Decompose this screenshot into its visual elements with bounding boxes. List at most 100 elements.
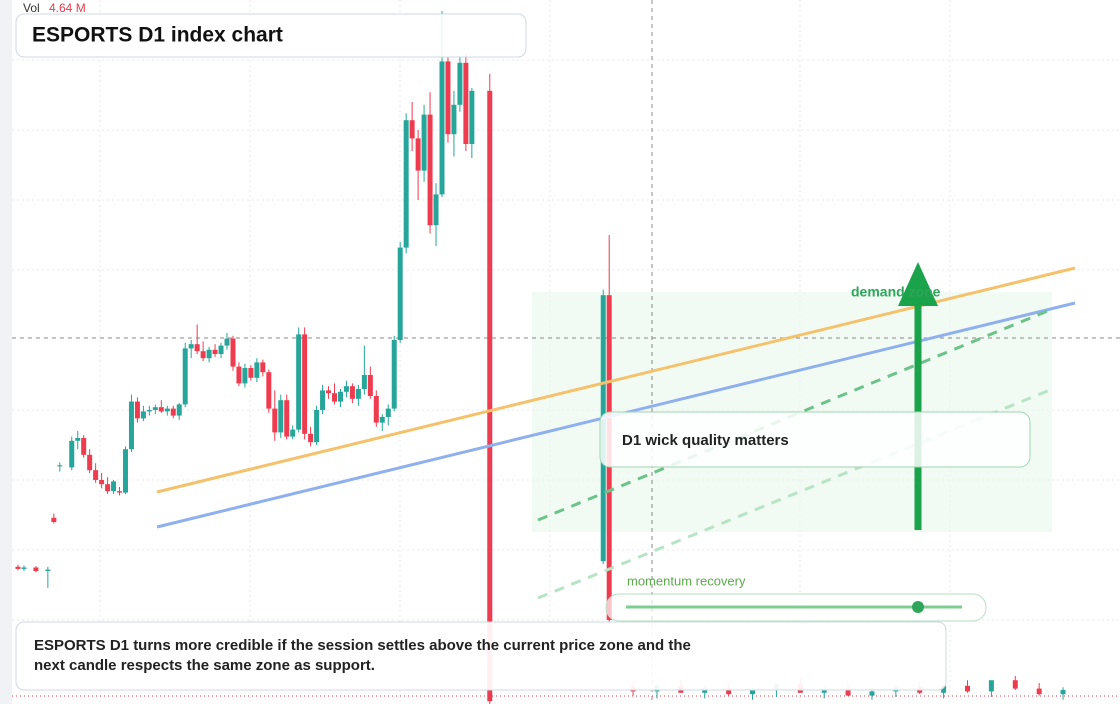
candle-body (15, 566, 21, 569)
candle-body (845, 688, 851, 696)
candle-body (212, 349, 218, 354)
left-edge (0, 0, 12, 704)
candle-body (1012, 680, 1018, 689)
callout-box (599, 411, 1031, 468)
candle-body (379, 417, 385, 423)
candle-body (182, 348, 188, 405)
candle-body (105, 484, 111, 492)
candle-body (941, 685, 947, 693)
candle-body (337, 391, 343, 402)
candle-body (200, 351, 206, 359)
candle-body (128, 401, 134, 450)
candle-body (272, 408, 278, 433)
candle-body (750, 690, 756, 695)
candle-body (21, 567, 27, 569)
candle-body (158, 407, 164, 412)
candle-body (409, 120, 415, 139)
candle-body (230, 338, 236, 367)
candle-body (314, 410, 320, 443)
candles (15, 11, 1066, 704)
candle-body (427, 114, 433, 226)
candle-body (451, 104, 457, 135)
candle-body (81, 438, 87, 455)
candle-body (260, 362, 266, 373)
candle-body (469, 90, 475, 144)
candle-body (457, 62, 463, 105)
candle-body (111, 481, 117, 492)
candle-body (248, 368, 254, 378)
candle-body (1036, 688, 1042, 695)
candle-body (726, 688, 732, 695)
candle-body (278, 400, 284, 433)
candle-body (75, 438, 81, 441)
candle-body (170, 408, 176, 416)
candle-body (87, 454, 93, 471)
candle-body (164, 408, 170, 412)
candle-body (308, 433, 314, 443)
title-box (15, 13, 527, 58)
candle-body (242, 368, 248, 384)
candle-body (385, 408, 391, 417)
candle-body (343, 386, 349, 392)
candle-body (296, 334, 302, 430)
candle-body (99, 480, 105, 485)
candle-body (57, 465, 63, 467)
volume-value: 4.64 M (49, 1, 86, 15)
candle-body (439, 61, 445, 195)
candle-body (146, 410, 152, 412)
candle-body (988, 680, 994, 692)
slider-knob (912, 601, 924, 613)
candle-body (93, 470, 99, 480)
candle-body (391, 340, 397, 409)
candle-body (117, 491, 123, 493)
candle-body (152, 407, 158, 410)
candle-body (1060, 690, 1066, 695)
candle-body (254, 362, 260, 378)
annotation: demand zone (851, 284, 941, 300)
candle-body (367, 375, 373, 396)
arrow-head (898, 262, 938, 306)
candle-body (51, 517, 57, 522)
candle-body (415, 138, 421, 171)
candle-body (69, 440, 75, 468)
candle-body (236, 366, 242, 384)
candle-body (332, 393, 338, 402)
candle-body (122, 449, 128, 493)
candle-body (218, 345, 224, 354)
chart-title: ESPORTS D1 index chart (32, 24, 283, 47)
candle-body (284, 400, 290, 437)
candle-body (445, 61, 451, 135)
candle-body (487, 90, 493, 702)
candle-body (373, 396, 379, 423)
candle-body (421, 114, 427, 171)
candle-body (326, 390, 332, 394)
candle-body (702, 688, 708, 693)
candle-body (134, 401, 140, 419)
candle-body (397, 247, 403, 340)
candle-body (302, 334, 308, 434)
candle-body (355, 389, 361, 399)
caption-box (15, 621, 947, 691)
candle-body (224, 338, 230, 346)
candle-body (361, 375, 367, 389)
candle-body (45, 569, 51, 571)
volume-label: Vol (23, 1, 40, 15)
dashed-guide-light (537, 388, 1051, 600)
candle-body (965, 685, 971, 692)
candle-body (194, 344, 200, 352)
candle-body (140, 411, 146, 419)
callout-text: D1 wick quality matters (622, 432, 789, 449)
caption: ESPORTS D1 turns more credible if the se… (34, 637, 691, 674)
candle-body (869, 691, 875, 696)
candle-body (403, 120, 409, 248)
candle-body (176, 404, 182, 416)
candle-body (433, 194, 439, 226)
candle-body (320, 390, 326, 410)
candle-body (290, 429, 296, 437)
candle-body (349, 386, 355, 399)
candle-body (33, 567, 39, 571)
candle-body (188, 344, 194, 349)
candle-body (463, 62, 469, 144)
caption-holder: ESPORTS D1 turns more credible if the se… (34, 637, 691, 674)
